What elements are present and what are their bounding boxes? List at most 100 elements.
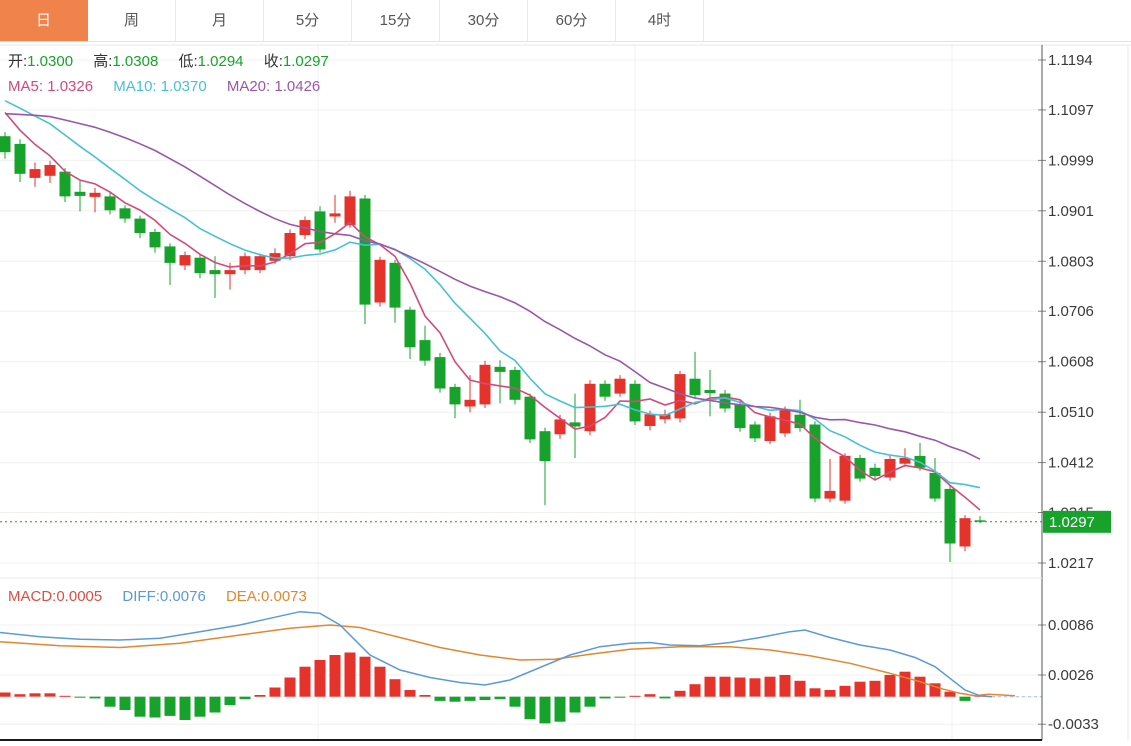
dea-value: 0.0073 [260, 588, 307, 605]
ohlc-ma-readout: 开:1.0300 高:1.0308 低:1.0294 收:1.0297 MA5:… [8, 49, 345, 99]
price-axis-label: 1.0803 [1048, 253, 1094, 270]
macd-bar [659, 696, 671, 699]
low-value: 1.0294 [197, 53, 244, 70]
macd-bar [824, 690, 836, 697]
candle-body [359, 198, 371, 305]
candle-body [749, 424, 761, 439]
price-axis-label: 1.1194 [1048, 52, 1093, 69]
candle-body [809, 424, 821, 499]
candle-body [59, 171, 71, 197]
macd-bar [929, 683, 941, 697]
candle-body [344, 196, 356, 226]
low-label: 低: [178, 53, 198, 70]
macd-bar [719, 676, 731, 697]
tab-week[interactable]: 周 [88, 0, 176, 41]
macd-bar [644, 694, 656, 697]
tab-day[interactable]: 日 [0, 0, 88, 41]
macd-bar [419, 695, 431, 697]
macd-bar [899, 671, 911, 697]
candle-body [704, 390, 716, 394]
ma20-value: 1.0426 [274, 78, 321, 95]
macd-bar [449, 696, 461, 702]
candle-body [209, 270, 221, 275]
candle-body [329, 213, 341, 217]
macd-bar [554, 696, 566, 722]
current-price-badge [1043, 510, 1111, 533]
macd-bar [134, 696, 146, 717]
close-label: 收: [263, 53, 283, 70]
ma10-value: 1.0370 [160, 78, 207, 95]
interval-tab-bar: 日周月 5分 15分 30分 60分 4时 [0, 0, 1131, 42]
macd-bar [104, 696, 116, 707]
macd-bar [374, 666, 386, 697]
candle-body [899, 458, 911, 464]
macd-bar [884, 675, 896, 697]
macd-bar [269, 687, 281, 697]
macd-bar [149, 696, 161, 718]
candle-body [854, 458, 866, 479]
tab-4hour[interactable]: 4时 [616, 0, 704, 41]
candle-body [434, 357, 446, 389]
macd-bar [74, 696, 86, 698]
macd-bar [389, 679, 401, 697]
candle-body [929, 472, 941, 499]
macd-bar [239, 696, 251, 700]
macd-bar [359, 656, 371, 697]
macd-bar [479, 696, 491, 700]
macd-bar [809, 688, 821, 697]
candle-body [269, 253, 281, 261]
candle-body [869, 467, 881, 476]
macd-bar [689, 684, 701, 697]
tab-30min[interactable]: 30分 [440, 0, 528, 41]
candle-body [239, 256, 251, 271]
macd-bar [329, 655, 341, 697]
macd-bar [509, 696, 521, 707]
tab-60min[interactable]: 60分 [528, 0, 616, 41]
tab-15min[interactable]: 15分 [352, 0, 440, 41]
candle-body [554, 419, 566, 435]
candle-body [284, 233, 296, 257]
candle-body [539, 431, 551, 462]
price-axis-label: 1.1097 [1048, 102, 1094, 119]
macd-bar [29, 693, 41, 697]
macd-value: 0.0005 [56, 588, 103, 605]
open-label: 开: [8, 53, 28, 70]
candle-body [0, 136, 11, 153]
macd-bar [119, 696, 131, 710]
dea-line [0, 624, 1016, 697]
price-axis-label: 1.0412 [1048, 455, 1094, 472]
candle-body [734, 404, 746, 429]
ma5-value: 1.0326 [47, 78, 94, 95]
macd-bar [44, 693, 56, 697]
macd-bar [314, 660, 326, 697]
candle-body [254, 256, 266, 271]
tab-month[interactable]: 月 [176, 0, 264, 41]
macd-bar [59, 695, 71, 697]
macd-bar [14, 694, 26, 697]
macd-bar [914, 676, 926, 697]
macd-bar [224, 696, 236, 705]
price-axis-label: 1.0510 [1048, 404, 1094, 421]
macd-bar [599, 696, 611, 699]
macd-axis-label: 0.0026 [1048, 667, 1094, 684]
candle-body [134, 218, 146, 233]
candle-body [629, 383, 641, 422]
macd-bar [164, 696, 176, 716]
macd-bar [749, 678, 761, 697]
candle-body [569, 422, 581, 427]
macd-bar [194, 696, 206, 717]
candle-body [779, 409, 791, 434]
macd-bar [524, 696, 536, 720]
macd-bar [539, 696, 551, 724]
tab-5min[interactable]: 5分 [264, 0, 352, 41]
high-label: 高: [93, 53, 113, 70]
macd-axis-label: -0.0033 [1048, 716, 1099, 733]
candle-body [389, 262, 401, 308]
candle-body [74, 191, 86, 196]
candle-body [974, 520, 986, 522]
macd-label: MACD: [8, 588, 57, 605]
macd-bar [179, 696, 191, 720]
candle-body [44, 165, 56, 176]
macd-bar [959, 696, 971, 701]
